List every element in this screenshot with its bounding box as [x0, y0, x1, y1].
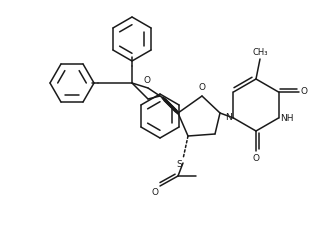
Text: O: O [151, 188, 158, 197]
Text: O: O [300, 88, 307, 97]
Text: O: O [198, 83, 205, 92]
Text: N: N [225, 113, 231, 122]
Text: CH₃: CH₃ [252, 48, 268, 57]
Text: S: S [176, 160, 182, 169]
Text: O: O [143, 76, 150, 85]
Text: O: O [252, 154, 259, 163]
Text: NH: NH [280, 113, 294, 122]
